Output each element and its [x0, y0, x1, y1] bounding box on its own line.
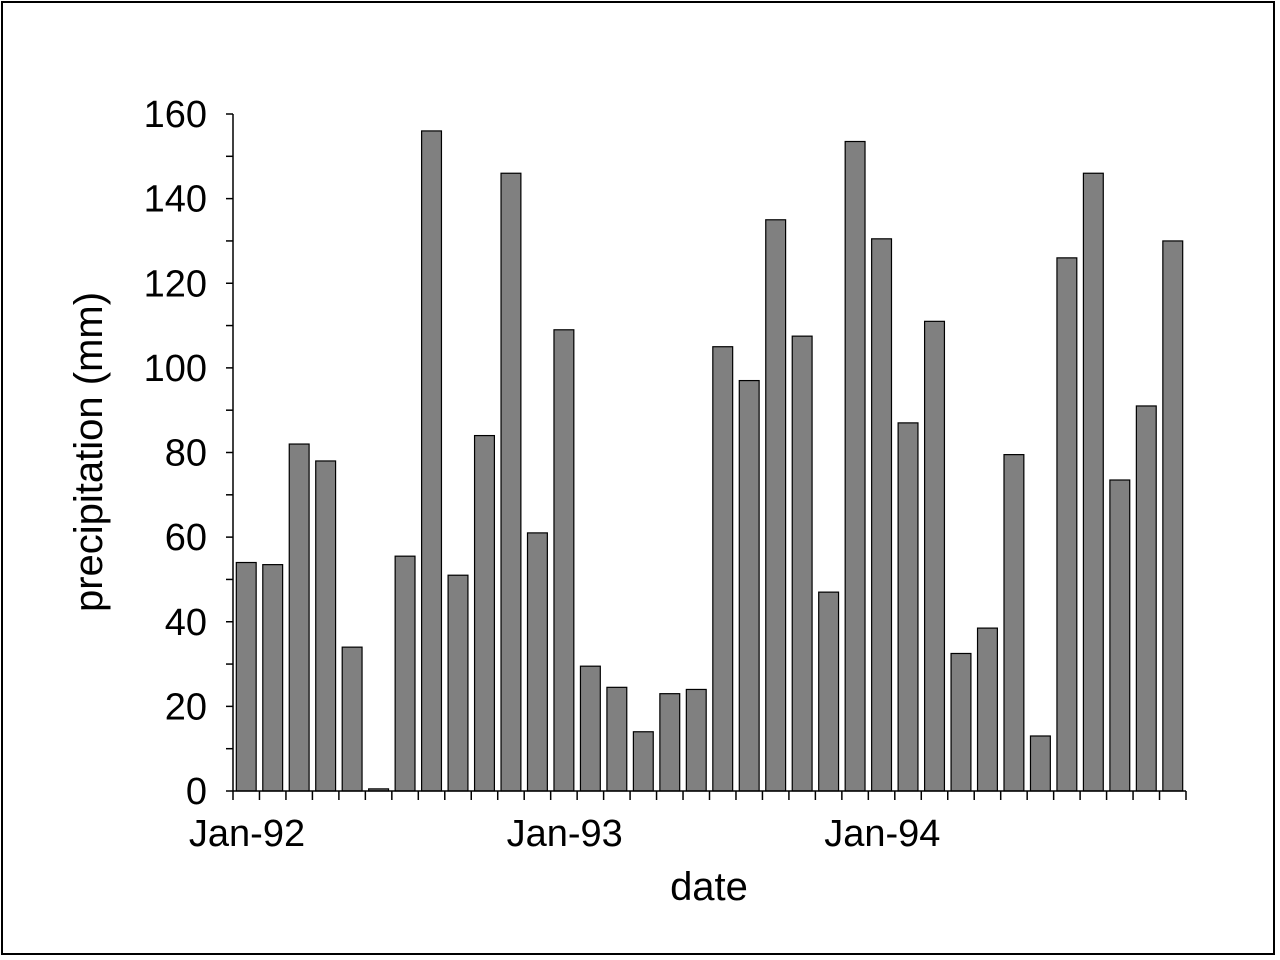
bar-Feb-93 — [579, 665, 601, 792]
y-tick-label: 140 — [144, 179, 207, 221]
bar-Feb-92 — [262, 564, 284, 792]
x-axis: Jan-92 Jan-93 Jan-94 — [189, 790, 1187, 855]
bar-Apr-93 — [632, 731, 654, 792]
bar-Apr-92 — [315, 460, 337, 792]
bar-Oct-93 — [791, 335, 813, 792]
bar-Aug-94 — [1056, 257, 1078, 792]
bar-Aug-93 — [738, 379, 760, 792]
bar-Jun-94 — [1003, 454, 1025, 792]
bars-group — [235, 130, 1184, 792]
y-tick-label: 100 — [144, 348, 207, 390]
bar-Dec-94 — [1162, 240, 1184, 792]
bar-Nov-93 — [818, 591, 840, 792]
y-tick-label: 0 — [186, 771, 207, 813]
bar-Aug-92 — [421, 130, 443, 792]
bar-Feb-94 — [897, 422, 919, 792]
bar-Jun-93 — [685, 688, 707, 792]
y-tick-label: 60 — [165, 517, 207, 559]
x-axis-label: date — [670, 865, 748, 909]
bar-Jan-92 — [235, 561, 257, 792]
bar-Sep-92 — [447, 574, 469, 792]
bar-Dec-92 — [526, 532, 548, 792]
bar-Dec-93 — [844, 140, 866, 792]
bar-Sep-94 — [1082, 172, 1104, 792]
x-tick-label: Jan-93 — [507, 813, 623, 855]
y-tick-label: 80 — [165, 433, 207, 475]
y-axis: 0 20 40 60 80 100 120 140 160 — [144, 94, 234, 813]
bar-Nov-94 — [1135, 405, 1157, 792]
x-tick-label: Jan-94 — [824, 813, 940, 855]
y-tick-label: 160 — [144, 94, 207, 136]
bar-Oct-92 — [473, 434, 496, 792]
y-tick-label: 120 — [144, 263, 207, 305]
bar-Nov-92 — [500, 172, 522, 792]
y-axis-label: precipitation (mm) — [67, 292, 111, 612]
y-tick-label: 40 — [165, 602, 207, 644]
bar-Mar-94 — [923, 320, 946, 792]
bar-Jul-93 — [712, 346, 734, 792]
y-tick-label: 20 — [165, 686, 207, 728]
bar-May-92 — [341, 646, 363, 792]
bar-Jan-94 — [871, 238, 893, 792]
bar-Oct-94 — [1109, 479, 1131, 792]
bar-Mar-93 — [606, 686, 628, 792]
bar-Sep-93 — [765, 219, 787, 792]
bar-Jul-92 — [394, 555, 416, 792]
bar-Mar-92 — [288, 443, 310, 792]
bar-May-93 — [659, 693, 681, 792]
bar-Jan-93 — [553, 329, 575, 792]
x-tick-label: Jan-92 — [189, 813, 305, 855]
bar-May-94 — [976, 627, 998, 792]
bar-Apr-94 — [950, 652, 972, 792]
bar-Jul-94 — [1029, 735, 1051, 792]
